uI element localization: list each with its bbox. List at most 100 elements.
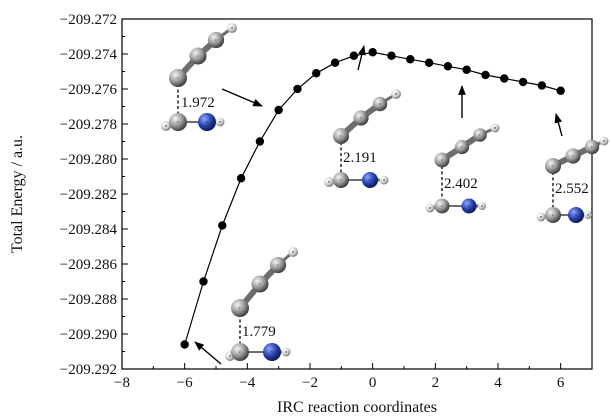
annotation-arrow <box>221 88 263 107</box>
carbon-atom <box>584 139 600 155</box>
bond-distance-label: 1.972 <box>181 95 215 111</box>
atom-label: C <box>479 133 481 137</box>
y-tick-label: −209.286 <box>60 257 118 273</box>
atom-label: H <box>229 354 232 358</box>
atom-label: H <box>219 120 222 124</box>
y-tick-label: −209.292 <box>60 362 117 378</box>
y-axis: −209.272 −209.274 −209.276 −209.278 −209.280… <box>60 12 128 378</box>
carbon-atom <box>231 343 249 361</box>
atom-label: H <box>395 92 398 96</box>
atom-label: C <box>259 282 261 286</box>
y-tick-label: −209.274 <box>60 47 118 63</box>
carbon-atom <box>189 47 207 65</box>
data-point <box>180 340 189 349</box>
atom-label: H <box>603 139 606 143</box>
data-point <box>218 221 227 230</box>
atom-label: C <box>197 54 199 58</box>
atom-label: C <box>572 154 574 158</box>
atom-label: H <box>292 250 295 254</box>
atom-label: H <box>481 204 484 208</box>
data-point <box>500 74 509 83</box>
nitrogen-atom <box>461 198 477 214</box>
hydrogen-atom <box>583 210 593 220</box>
nitrogen-atom <box>362 172 378 188</box>
molecule: H C C C H C H N 1.972 <box>161 23 237 131</box>
carbon-atom <box>169 113 187 131</box>
atom-label: H <box>231 26 234 30</box>
data-points <box>180 48 565 349</box>
nitrogen-atom <box>568 207 584 223</box>
atom-label: N <box>468 204 471 208</box>
x-tick-label: 4 <box>494 375 502 391</box>
annotation-arrow <box>357 45 366 71</box>
atom-label: C <box>461 145 463 149</box>
hydrogen-atom <box>425 203 435 213</box>
data-point <box>406 55 415 64</box>
y-tick-label: −209.284 <box>60 222 118 238</box>
y-tick-label: −209.282 <box>60 187 117 203</box>
x-tick-label: −8 <box>114 375 130 391</box>
hydrogen-atom <box>161 121 171 131</box>
molecule: H C C C H C H N 2.402 <box>425 123 500 214</box>
x-tick-label: 0 <box>369 375 377 391</box>
carbon-atom <box>333 128 349 144</box>
bond-distance-label: 2.191 <box>343 150 377 166</box>
carbon-atom <box>231 299 249 317</box>
atom-label: C <box>552 164 554 168</box>
atom-label: C <box>441 158 443 162</box>
carbon-atom <box>207 31 225 49</box>
atom-label: H <box>165 124 168 128</box>
atom-label: C <box>215 38 217 42</box>
hydrogen-atom <box>477 201 487 211</box>
hydrogen-atom <box>536 212 546 222</box>
atom-label: C <box>340 178 342 182</box>
carbon-atom <box>545 207 561 223</box>
atom-label: C <box>360 116 362 120</box>
data-point <box>443 62 453 71</box>
data-point <box>330 58 340 67</box>
y-tick-label: −209.272 <box>60 12 117 28</box>
molecule: H C C C H C H N 2.191 <box>324 89 401 188</box>
annotation-arrows <box>194 45 563 365</box>
atom-label: H <box>383 178 386 182</box>
atom-label: C <box>552 213 554 217</box>
atom-label: H <box>285 350 288 354</box>
data-point <box>274 105 283 115</box>
molecule: H C C C H C H N 2.552 <box>536 136 609 223</box>
atom-label: N <box>575 213 578 217</box>
y-tick-label: −209.290 <box>60 327 117 343</box>
data-point <box>312 69 321 78</box>
y-tick-label: −209.276 <box>60 82 118 98</box>
data-point <box>424 58 434 67</box>
carbon-atom <box>434 198 450 214</box>
data-point <box>537 81 547 90</box>
atom-label: N <box>369 178 372 182</box>
carbon-atom <box>545 158 561 174</box>
carbon-atom <box>372 96 388 112</box>
data-point <box>368 48 377 57</box>
atom-label: H <box>494 126 497 130</box>
atom-label: H <box>540 215 543 219</box>
atom-label: N <box>206 120 209 124</box>
carbon-atom <box>169 69 187 87</box>
carbon-atom <box>434 152 450 168</box>
atom-label: C <box>239 306 241 310</box>
x-axis-title: IRC reaction coordinates <box>277 399 437 416</box>
hydrogen-atom <box>599 136 609 146</box>
data-point <box>462 65 471 74</box>
x-tick-label: 6 <box>557 375 565 391</box>
annotation-arrow <box>194 341 222 365</box>
atom-label: H <box>587 213 590 217</box>
x-axis: −8 −6 −4 −2 0 2 4 6 <box>114 363 593 391</box>
hydrogen-atom <box>324 177 334 187</box>
atom-label: H <box>328 180 331 184</box>
carbon-atom <box>473 128 487 142</box>
hydrogen-atom <box>227 23 237 33</box>
carbon-atom <box>353 110 369 126</box>
nitrogen-atom <box>198 113 216 131</box>
carbon-atom <box>454 139 470 155</box>
bond-distance-label: 2.552 <box>555 181 589 197</box>
data-point <box>236 174 246 183</box>
